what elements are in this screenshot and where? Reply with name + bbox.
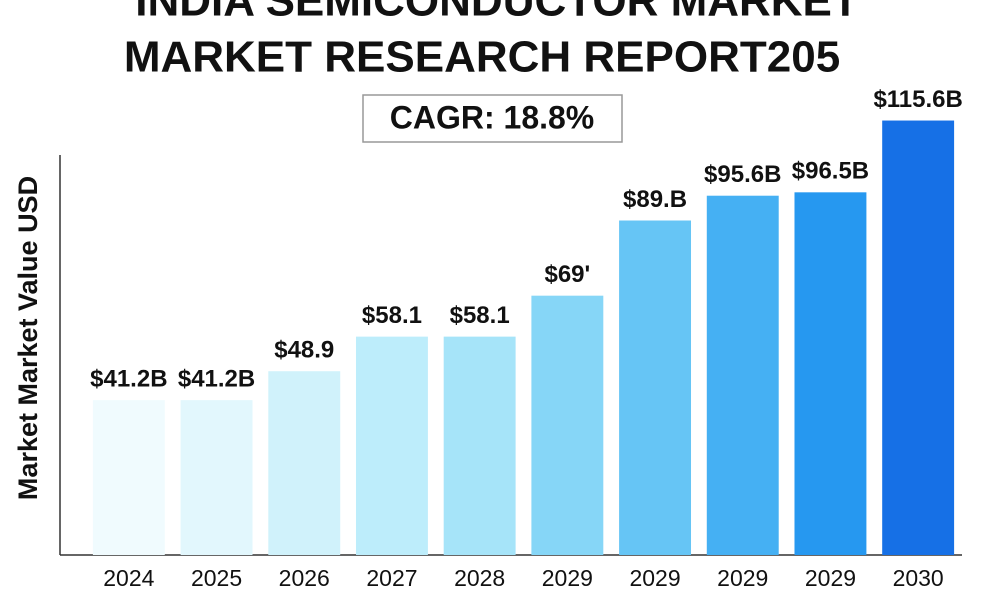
x-tick-label: 2029 [629,565,680,591]
value-label: $69' [544,261,590,288]
chart-title: INDIA SEMICONDUCTOR MARKET [135,0,859,26]
chart-title: MARKET RESEARCH REPORT205 [124,33,840,82]
y-axis-label: Market Market Value USD [13,176,43,500]
value-label: $41.2B [90,366,167,393]
bar [706,195,779,555]
x-tick-label: 2029 [542,565,593,591]
bar [882,120,955,555]
chart-subtitle: CAGR: 18.8% [390,99,595,135]
bar [92,400,165,555]
bar [794,192,867,555]
value-label: $41.2B [178,366,255,393]
x-tick-label: 2029 [805,565,856,591]
bar [443,336,516,555]
x-tick-label: 2028 [454,565,505,591]
x-tick-label: 2026 [279,565,330,591]
bar [180,400,253,555]
x-tick-label: 2030 [893,565,944,591]
value-label: $96.5B [792,158,869,185]
value-label: $48.9 [274,337,334,364]
x-tick-label: 2029 [717,565,768,591]
value-label: $89.B [623,186,687,213]
value-label: $95.6B [704,161,781,188]
value-label: $115.6B [873,86,962,113]
bar [531,295,604,555]
value-label: $58.1 [362,302,422,329]
x-tick-label: 2025 [191,565,242,591]
bar [268,371,341,555]
value-label: $58.1 [450,302,510,329]
subtitle-box [362,94,623,143]
bar [355,336,428,555]
bar [619,220,692,555]
x-tick-label: 2027 [366,565,417,591]
x-tick-label: 2024 [103,565,154,591]
